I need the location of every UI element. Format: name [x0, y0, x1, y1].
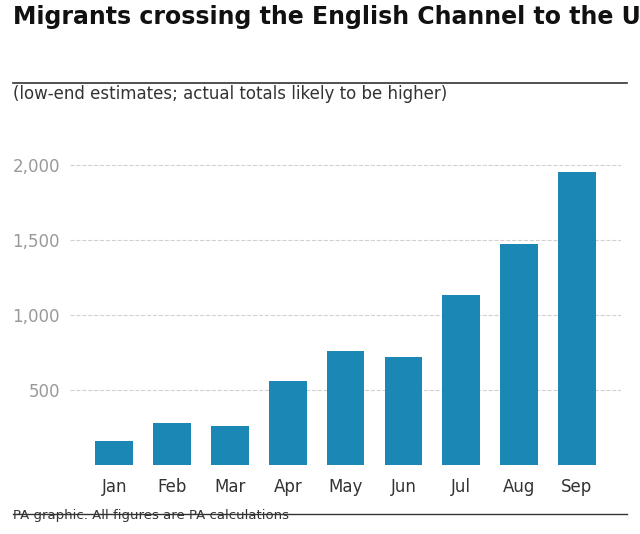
- Bar: [211, 426, 249, 465]
- Text: (low-end estimates; actual totals likely to be higher): (low-end estimates; actual totals likely…: [13, 85, 447, 104]
- Bar: [558, 172, 596, 465]
- Bar: [442, 295, 480, 465]
- Text: Migrants crossing the English Channel to the UK in 2020: Migrants crossing the English Channel to…: [13, 5, 640, 29]
- Text: PA graphic. All figures are PA calculations: PA graphic. All figures are PA calculati…: [13, 509, 289, 522]
- Bar: [500, 245, 538, 465]
- Bar: [95, 441, 133, 465]
- Bar: [385, 357, 422, 465]
- Bar: [269, 381, 307, 465]
- Bar: [327, 350, 364, 465]
- Bar: [153, 422, 191, 465]
